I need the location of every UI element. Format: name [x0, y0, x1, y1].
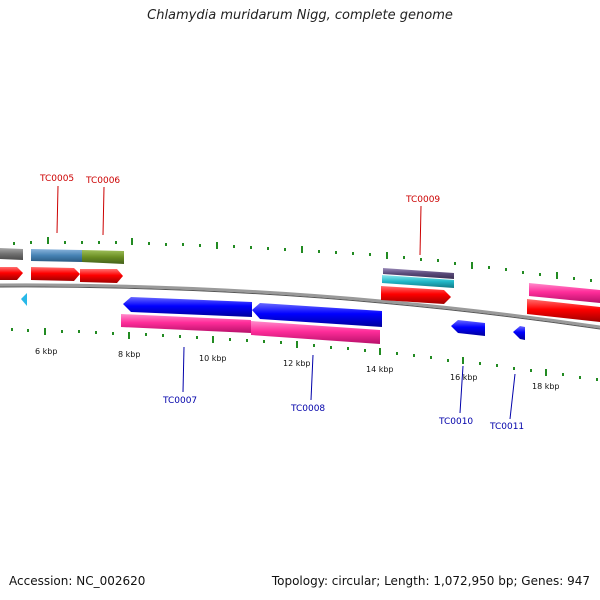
gene-label-tc0011[interactable]: TC0011 [489, 422, 524, 432]
outer-ticks-lower [11, 328, 598, 381]
gene-fwd-0[interactable] [0, 267, 23, 280]
scale-label-12kbp: 12 kbp [283, 359, 311, 368]
feature-pink-right[interactable] [529, 283, 600, 303]
gene-tc0010[interactable] [451, 320, 485, 336]
feature-cyan-small[interactable] [21, 293, 27, 306]
gene-tc0007[interactable] [123, 297, 252, 317]
feature-tc0009-purple[interactable] [383, 268, 454, 279]
gene-label-tc0008[interactable]: TC0008 [290, 404, 325, 414]
accession-text: Accession: NC_002620 [9, 574, 146, 588]
gene-label-tc0006[interactable]: TC0006 [85, 176, 120, 186]
gene-tc0008[interactable] [252, 303, 382, 327]
scale-label-14kbp: 14 kbp [366, 365, 394, 374]
genome-backbone-shadow [0, 286, 600, 330]
outer-ticks-upper [13, 237, 592, 282]
gene-tc0006[interactable] [80, 269, 123, 283]
gene-label-tc0007[interactable]: TC0007 [162, 396, 197, 406]
label-leaders-reverse [182, 346, 516, 420]
map-title: Chlamydia muridarum Nigg, complete genom… [147, 8, 453, 23]
topology-text: Topology: circular; Length: 1,072,950 bp… [271, 574, 590, 588]
scale-label-6kbp: 6 kbp [35, 347, 57, 356]
gene-fwd-right[interactable] [527, 299, 600, 322]
label-leaders-forward [56, 185, 422, 256]
scale-label-10kbp: 10 kbp [199, 354, 227, 363]
gene-label-tc0010[interactable]: TC0010 [438, 417, 473, 427]
gene-tc0011[interactable] [513, 326, 525, 340]
scale-label-16kbp: 16 kbp [450, 373, 478, 382]
gene-tc0005[interactable] [31, 267, 80, 281]
feature-tc0006-cog[interactable] [82, 250, 124, 264]
feature-tc0009-cyan[interactable] [382, 275, 454, 288]
gene-label-tc0005[interactable]: TC0005 [39, 174, 74, 184]
gene-label-tc0009[interactable]: TC0009 [405, 195, 440, 205]
scale-label-8kbp: 8 kbp [118, 350, 140, 359]
feature-tc0008-pink[interactable] [251, 321, 380, 344]
feature-grey-left[interactable] [0, 248, 23, 260]
genome-backbone [0, 283, 600, 329]
feature-tc0005-cog[interactable] [31, 249, 82, 262]
feature-tc0007-pink[interactable] [121, 314, 251, 333]
scale-label-18kbp: 18 kbp [532, 382, 560, 391]
gene-tc0009[interactable] [381, 286, 451, 304]
